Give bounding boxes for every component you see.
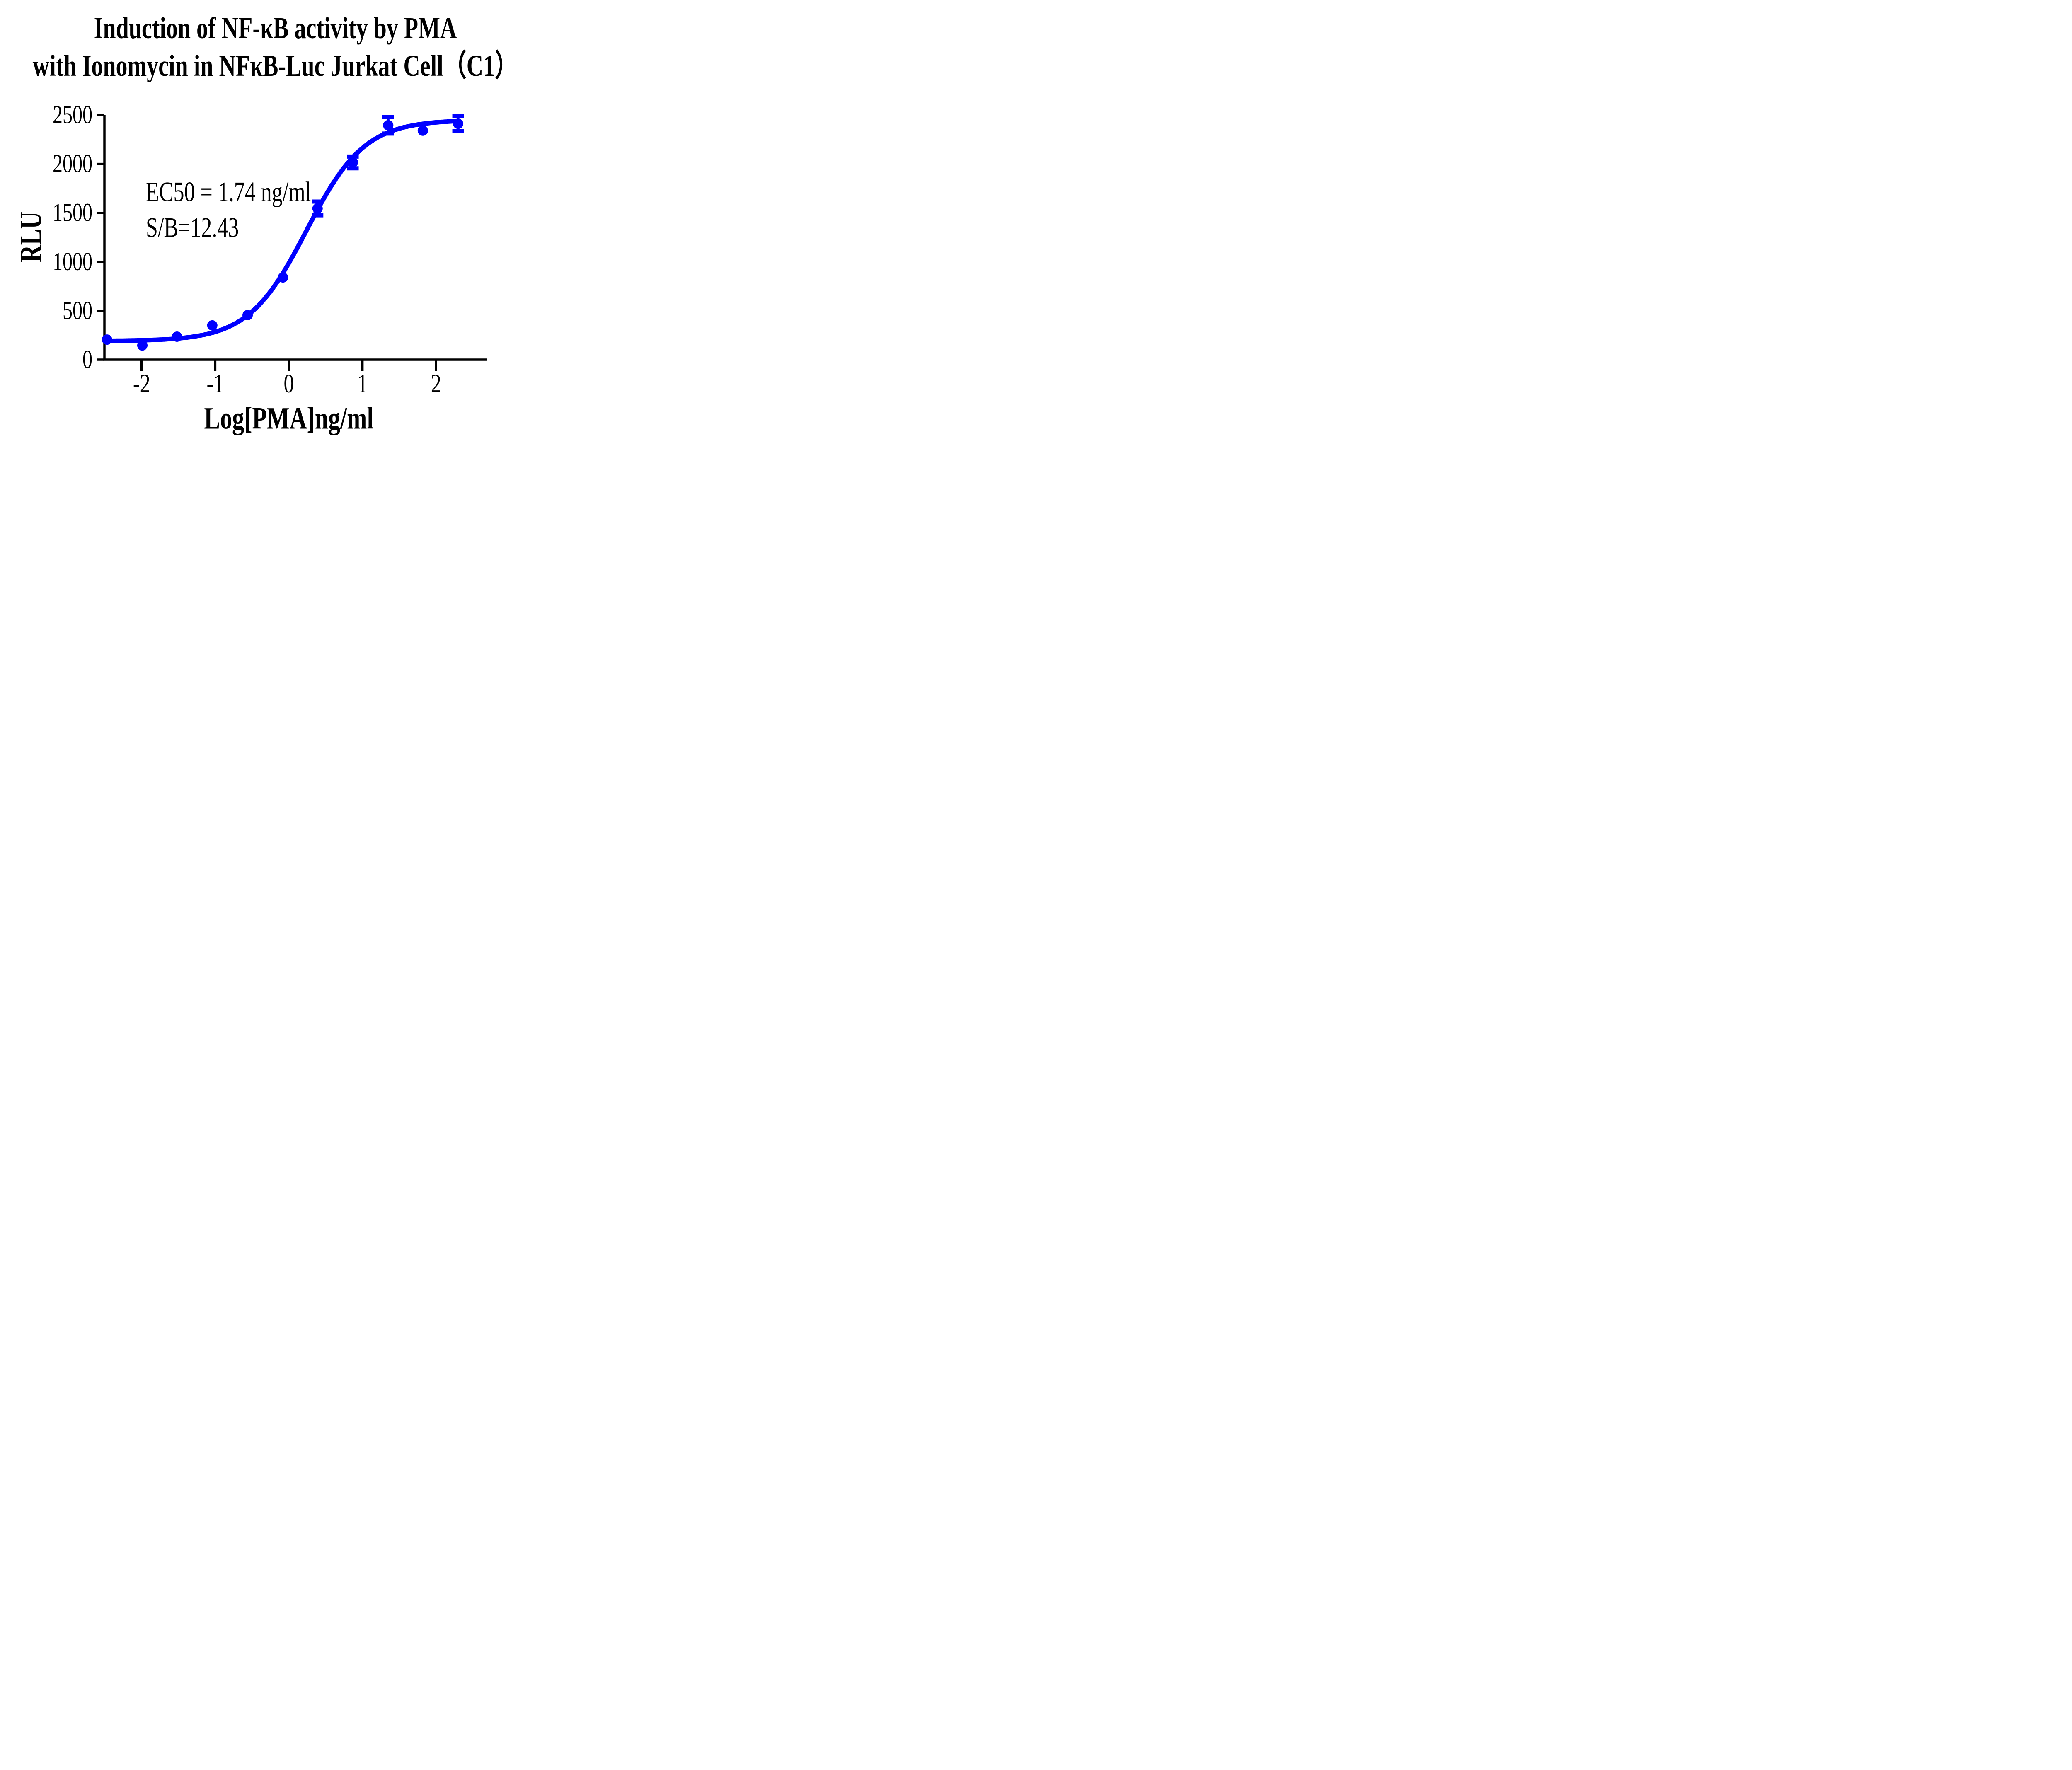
data-point bbox=[312, 203, 323, 214]
ec50-annotation: EC50 = 1.74 ng/ml S/B=12.43 bbox=[146, 175, 311, 246]
x-tick-label: -1 bbox=[207, 368, 224, 399]
ec50-value: EC50 = 1.74 ng/ml bbox=[146, 177, 312, 208]
chart-title-line2: with Ionomycin in NFκB-Luc Jurkat Cell（C… bbox=[32, 49, 518, 83]
data-point bbox=[102, 334, 112, 345]
x-axis-label: Log[PMA]ng/ml bbox=[204, 400, 374, 436]
y-tick-label: 1000 bbox=[53, 247, 92, 276]
data-point bbox=[417, 125, 428, 136]
data-point bbox=[207, 320, 218, 331]
figure: Induction of NF-κB activity by PMA with … bbox=[0, 0, 530, 442]
data-point bbox=[172, 331, 182, 342]
data-point bbox=[242, 310, 253, 321]
y-tick-label: 2000 bbox=[53, 150, 92, 178]
y-tick-label: 2500 bbox=[53, 101, 92, 129]
plot-svg: 0 500 1000 1500 2000 2500 -2 -1 0 1 2 bbox=[53, 101, 487, 399]
y-tick-label: 0 bbox=[82, 345, 92, 374]
x-tick-label: 1 bbox=[357, 368, 368, 399]
signal-background-ratio: S/B=12.43 bbox=[146, 213, 239, 244]
data-point bbox=[348, 157, 358, 168]
data-point bbox=[383, 120, 394, 131]
y-axis-label: RLU bbox=[13, 211, 48, 263]
y-tick-label: 1500 bbox=[53, 198, 92, 227]
x-tick-label: 2 bbox=[431, 368, 441, 399]
data-point bbox=[453, 118, 464, 129]
x-tick-label: 0 bbox=[284, 368, 294, 399]
x-tick-label: -2 bbox=[133, 368, 150, 399]
y-tick-label: 500 bbox=[63, 296, 92, 325]
chart-title: Induction of NF-κB activity by PMA with … bbox=[21, 10, 530, 85]
data-point bbox=[278, 272, 288, 283]
data-point bbox=[137, 340, 148, 351]
chart-title-line1: Induction of NF-κB activity by PMA bbox=[94, 12, 457, 45]
